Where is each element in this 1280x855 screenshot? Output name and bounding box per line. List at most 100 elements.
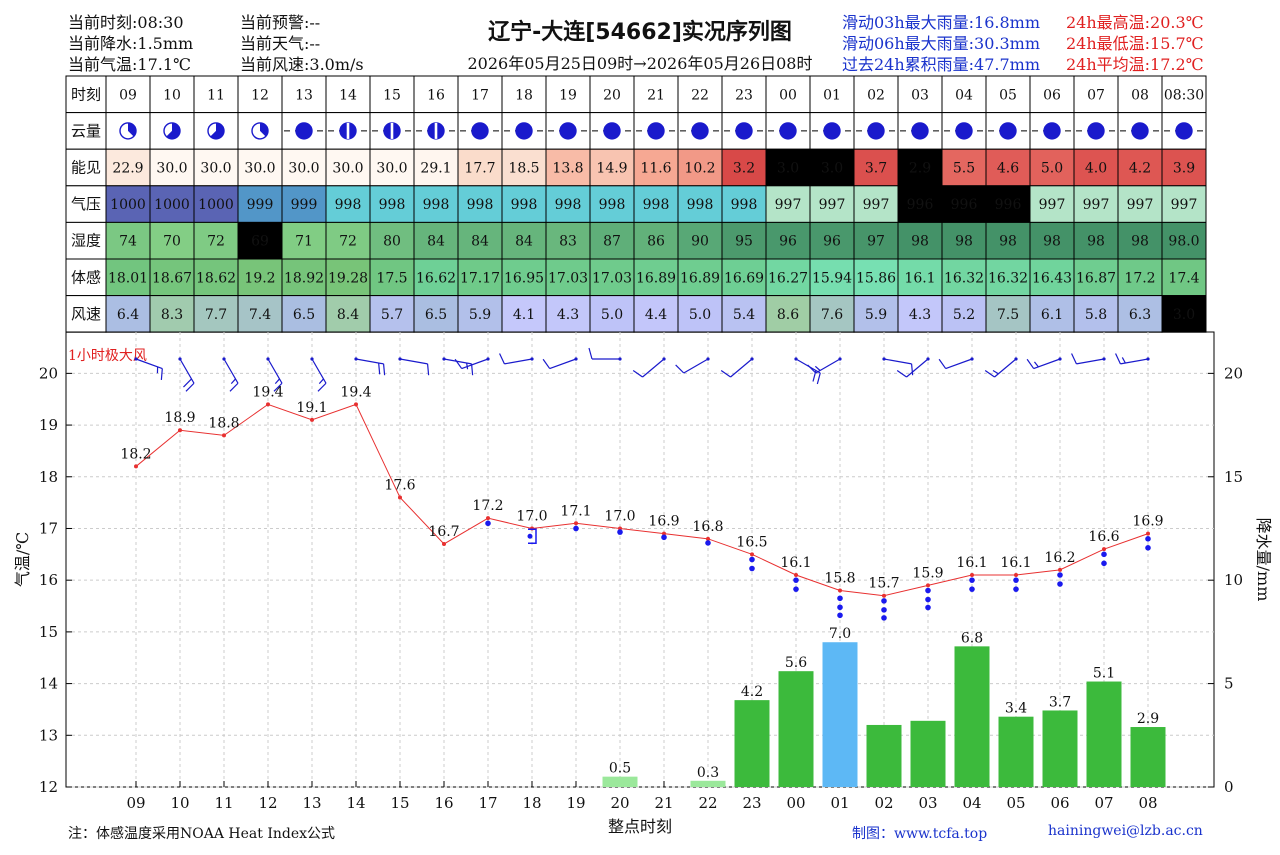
wind-barb [499, 353, 534, 365]
wind-barb-feather [938, 358, 947, 369]
time-value: 14 [339, 87, 357, 103]
x-tick-label: 08 [1138, 794, 1157, 812]
current-precip: 当前降水:1.5mm [68, 34, 194, 53]
temperature-point [398, 495, 402, 500]
time-value: 18 [515, 87, 533, 103]
time-cell [809, 75, 855, 114]
pressure-cell [149, 185, 195, 223]
feels-like-value: 16.95 [504, 270, 544, 286]
wind-barb [896, 357, 930, 378]
wind-barb-shaft [730, 358, 753, 378]
wind-barb [807, 357, 842, 374]
feels-like-cell [633, 258, 679, 297]
wind-barb-shaft [399, 358, 428, 365]
weather-dot [881, 615, 887, 621]
humidity-value: 98 [1043, 234, 1061, 250]
visibility-cell [413, 148, 459, 187]
wind-barb-feather [588, 347, 593, 360]
weather-dot [617, 529, 623, 535]
cloud-fill [166, 122, 180, 139]
pressure-cell [545, 185, 591, 223]
humidity-cell [633, 221, 679, 260]
wind-barb-feather [1071, 353, 1077, 365]
row-label-5: 体感 [71, 268, 101, 286]
humidity-value: 98 [999, 234, 1017, 250]
pressure-value: 998 [379, 197, 406, 213]
x-tick-label: 13 [302, 794, 321, 812]
temperature-point [486, 516, 490, 521]
visibility-value: 4.2 [1129, 161, 1151, 177]
visibility-value: 3.7 [865, 161, 887, 177]
temperature-point [618, 526, 622, 531]
wind-barb-shaft [906, 358, 929, 378]
cloud-cover-icon [636, 122, 676, 140]
cloud-fill [1000, 122, 1016, 139]
wind-speed-cell [413, 295, 459, 333]
feels-like-value: 15.86 [856, 270, 896, 286]
x-tick-label: 23 [742, 794, 761, 812]
row-label-2: 能见 [71, 159, 101, 177]
wind-barb-feather [229, 382, 239, 392]
precip-bar [910, 720, 946, 787]
wind-barb-origin [1058, 357, 1062, 361]
pressure-cell [765, 185, 811, 223]
humidity-value: 86 [647, 234, 665, 250]
feels-like-value: 18.62 [196, 270, 236, 286]
wind-barb [398, 357, 430, 376]
wind-barb-feather [160, 368, 163, 380]
feels-like-value: 17.03 [548, 270, 588, 286]
x-tick-label: 07 [1094, 794, 1113, 812]
pressure-value: 1000 [110, 197, 146, 213]
weather-dot [925, 596, 931, 603]
pressure-value: 996 [907, 197, 934, 213]
visibility-cell [1029, 148, 1075, 187]
wind-barb-shaft [945, 358, 973, 370]
visibility-cell [325, 148, 371, 187]
precip-bar [1086, 681, 1122, 787]
row-label-cell [65, 185, 107, 223]
wind-barb-origin [926, 357, 930, 361]
wind-barb-feather [499, 353, 505, 365]
weather-dot [837, 612, 843, 619]
wind-barb-origin [1102, 357, 1106, 361]
wind-barb-feather [1115, 353, 1121, 365]
time-value: 04 [955, 87, 973, 103]
wind-barb-origin [530, 357, 534, 361]
weather-dot [1101, 551, 1107, 558]
wind-barb [588, 347, 622, 361]
wind-speed-value: 7.6 [821, 307, 843, 323]
humidity-value: 98 [911, 234, 929, 250]
humidity-cell [325, 221, 371, 260]
y-tick-label-left: 12 [39, 778, 58, 796]
time-value: 08:30 [1164, 87, 1204, 103]
feels-like-cell [457, 258, 503, 297]
cloud-fill [1132, 122, 1148, 139]
precip-value-label: 0.5 [609, 761, 631, 777]
temperature-label: 16.1 [780, 555, 811, 571]
wind-barb-origin [222, 357, 226, 361]
cloud-fill [128, 122, 137, 137]
cloud-cover-icon [768, 122, 808, 140]
precip-value-label: 7.0 [829, 626, 851, 642]
pressure-cell [413, 185, 459, 223]
weather-dot [793, 577, 799, 583]
visibility-value: 5.0 [1041, 161, 1063, 177]
time-value: 06 [1043, 87, 1061, 103]
humidity-cell [281, 221, 327, 260]
time-value: 17 [471, 87, 489, 103]
humidity-cell [765, 221, 811, 260]
precip-bar [1130, 727, 1166, 787]
row-label-6: 风速 [71, 305, 101, 323]
wind-barb-feather [675, 364, 685, 374]
cloud-cover-icon [416, 122, 456, 140]
temperature-label: 16.9 [648, 514, 679, 530]
wind-barb-origin [398, 357, 402, 361]
feels-like-value: 17.5 [376, 270, 407, 286]
visibility-cell [589, 148, 635, 187]
wind-barb-half-feather [318, 378, 324, 385]
weather-dot [527, 533, 533, 539]
time-cell [325, 75, 371, 114]
feels-like-value: 15.94 [812, 270, 852, 286]
humidity-value: 84 [471, 234, 489, 250]
